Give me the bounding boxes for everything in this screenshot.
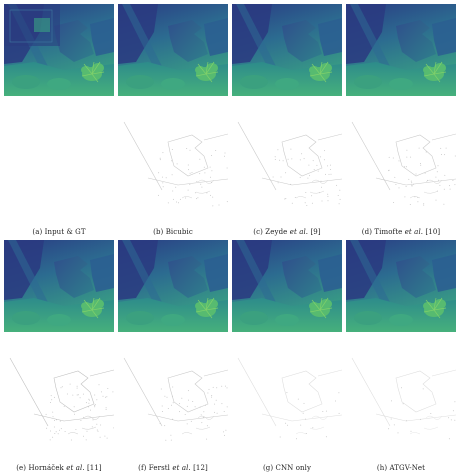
depth-map-image [232,240,342,332]
depth-map-image [118,240,228,332]
error-map-image [118,118,228,210]
caption-text: (b) Bicubic [153,228,193,236]
depth-map-image [118,4,228,96]
depth-map-image [232,4,342,96]
error-map-image [346,118,456,210]
subfigure-caption: (a) Input & GT [0,228,120,237]
error-map-image [232,354,342,446]
depth-map-image [346,4,456,96]
error-map-image [118,354,228,446]
caption-text: (e) Hornáček [16,464,67,472]
depth-map-image [4,4,114,96]
depth-map-image [4,240,114,332]
caption-text: (a) Input & GT [32,228,86,236]
error-map-image [232,118,342,210]
caption-text: (d) Timofte [361,228,405,236]
caption-text: (g) CNN only [262,464,312,472]
error-map-image [4,354,114,446]
caption-emphasis: et al. [66,464,85,472]
subfigure-caption: (d) Timofte et al. [10] [340,228,458,237]
caption-reference: [11] [84,464,102,472]
subfigure-caption: (b) Bicubic [112,228,234,237]
caption-reference: [10] [423,228,441,236]
subfigure-caption: (f) Ferstl et al. [12] [112,464,234,473]
caption-emphasis: et al. [172,464,191,472]
caption-reference: [12] [190,464,208,472]
caption-reference: [9] [308,228,321,236]
error-map-image [4,118,114,210]
caption-emphasis: et al. [289,228,309,236]
subfigure-caption: (h) ATGV-Net [340,464,458,473]
subfigure-caption: (g) CNN only [226,464,348,473]
caption-emphasis: et al. [404,228,424,236]
caption-text: (h) ATGV-Net [376,464,426,472]
subfigure-caption: (e) Hornáček et al. [11] [0,464,120,473]
error-map-image [346,354,456,446]
caption-text: (c) Zeyde [253,228,290,236]
depth-map-image [346,240,456,332]
subfigure-caption: (c) Zeyde et al. [9] [226,228,348,237]
caption-text: (f) Ferstl [138,464,173,472]
